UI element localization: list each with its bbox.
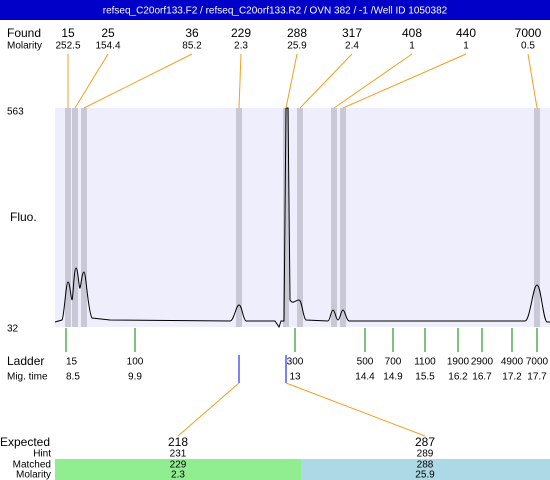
mig-time: 15.5	[415, 372, 435, 383]
peak-band	[331, 108, 337, 327]
peak-band	[283, 108, 289, 327]
mig-time: 17.2	[502, 372, 522, 383]
connector	[285, 382, 426, 437]
ladder-size: 500	[357, 357, 374, 368]
ladder-size: 4900	[501, 357, 524, 368]
molarity-value: 2.3	[234, 41, 248, 52]
matched-molarity: 2.3	[171, 470, 185, 480]
ladder-size: 300	[287, 357, 304, 368]
ladder-size: 100	[127, 357, 144, 368]
mig-time: 14.4	[355, 372, 375, 383]
mig-time: 16.2	[448, 372, 468, 383]
peak-connector	[238, 53, 242, 109]
peak-connector	[527, 53, 538, 109]
expected-value: 218	[168, 435, 188, 449]
peak-connector	[299, 53, 353, 109]
peak-band	[340, 108, 346, 327]
molarity-label: Molarity	[16, 470, 51, 480]
axis-min: 32	[7, 324, 19, 335]
peak-band	[297, 108, 303, 327]
hint-value: 231	[170, 449, 187, 460]
axis-label: Fluo.	[10, 210, 37, 224]
ladder-size: 1100	[414, 357, 436, 368]
molarity-value: 85.2	[182, 41, 202, 52]
trace	[54, 107, 550, 329]
peak-connector	[83, 53, 193, 109]
mig-time: 8.5	[66, 372, 80, 383]
expected-value: 287	[415, 435, 435, 449]
found-value: 25	[101, 26, 115, 40]
ladder-size: 2900	[471, 357, 494, 368]
molarity-value: 25.9	[287, 41, 307, 52]
peak-band	[534, 108, 540, 327]
found-value: 317	[342, 26, 362, 40]
header-title: refseq_C20orf133.F2 / refseq_C20orf133.R…	[103, 6, 448, 17]
hint-value: 289	[417, 449, 434, 460]
found-value: 288	[287, 26, 307, 40]
matched-bar	[301, 459, 550, 480]
hint-label: Hint	[33, 449, 51, 460]
mig-time: 9.9	[128, 372, 142, 383]
header-bar	[0, 0, 550, 20]
found-value: 15	[61, 26, 75, 40]
matched-label: Matched	[13, 460, 51, 471]
connector	[177, 382, 240, 437]
peak-connector	[285, 53, 298, 109]
matched-bar	[55, 459, 301, 480]
peak-connector	[333, 53, 413, 109]
mig-time-label: Mig. time	[7, 372, 48, 383]
peak-band	[236, 108, 242, 327]
ladder-size: 700	[385, 357, 402, 368]
molarity-value: 1	[463, 41, 469, 52]
molarity-value: 0.5	[521, 41, 535, 52]
matched-molarity: 25.9	[415, 470, 435, 480]
peak-band	[72, 108, 78, 327]
molarity-value: 252.5	[55, 41, 80, 52]
mig-time: 13	[289, 372, 301, 383]
peak-band	[81, 108, 87, 327]
molarity-value: 154.4	[95, 41, 120, 52]
found-value: 7000	[515, 26, 542, 40]
molarity-value: 2.4	[345, 41, 359, 52]
molarity-value: 1	[409, 41, 415, 52]
peak-connector	[342, 53, 467, 109]
matched-value: 229	[170, 460, 187, 471]
expected-label: Expected	[0, 435, 50, 449]
mig-time: 16.7	[472, 372, 492, 383]
found-value: 408	[402, 26, 422, 40]
mig-time: 17.7	[527, 372, 547, 383]
ladder-label: Ladder	[7, 354, 44, 368]
matched-value: 288	[417, 460, 434, 471]
found-value: 36	[185, 26, 199, 40]
axis-max: 563	[7, 107, 24, 118]
ladder-size: 7000	[526, 357, 549, 368]
peak-connector	[74, 53, 109, 109]
peak-band	[65, 108, 71, 327]
found-label: Found	[7, 26, 41, 40]
found-value: 229	[231, 26, 251, 40]
ladder-size: 15	[66, 357, 78, 368]
molarity-label: Molarity	[7, 41, 42, 52]
mig-time: 14.9	[383, 372, 403, 383]
found-value: 440	[456, 26, 476, 40]
ladder-size: 1900	[447, 357, 470, 368]
